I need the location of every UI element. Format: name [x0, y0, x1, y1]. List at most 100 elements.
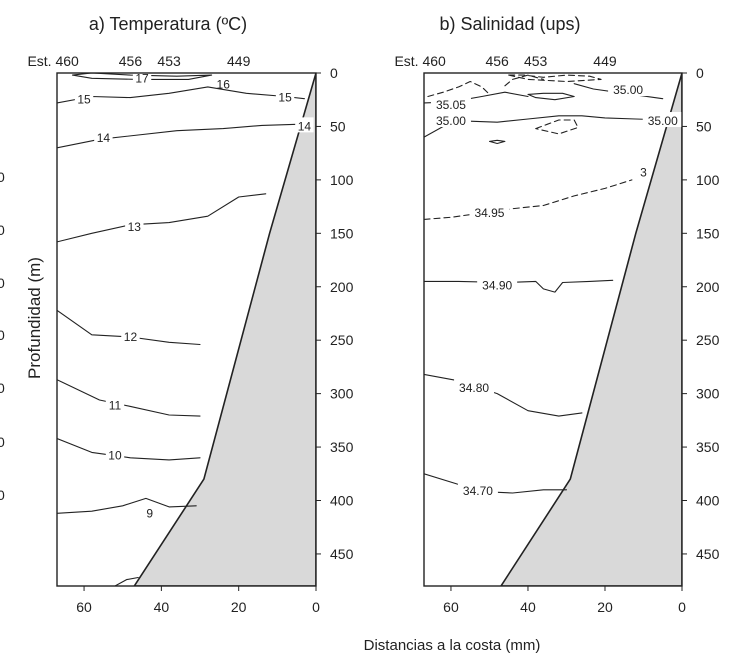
sal-isoline-label-bg	[430, 95, 471, 111]
left-tick-fragment: 0	[0, 169, 5, 185]
depth-tick-label: 200	[330, 279, 354, 295]
sal-isoline-label: 35.00	[436, 114, 466, 128]
salinity-panel: b) Salinidad (ups) Est. 460 456 453 449 35.00…	[394, 14, 719, 615]
temp-isoline	[114, 576, 139, 586]
depth-tick-label: 400	[330, 493, 354, 509]
depth-tick-label: 100	[696, 172, 720, 188]
depth-tick-label: 100	[330, 172, 354, 188]
sal-isoline-label-bg	[642, 112, 682, 128]
temperature-panel: a) Temperatura (ºC) Est. 460 456 453 449 17 16…	[27, 14, 353, 615]
sal-plot-frame	[423, 72, 683, 587]
depth-tick-label: 150	[696, 225, 720, 241]
sal-isoline-label-bg	[457, 481, 498, 497]
depth-tick-label: 150	[330, 225, 354, 241]
depth-tick-label: 350	[696, 439, 720, 455]
left-edge-tick-labels: 0 0 0 0 0 0 0	[0, 169, 5, 503]
depth-tick-label: 50	[696, 118, 712, 134]
temp-isoline	[57, 193, 267, 243]
temp-isoline-label-bg	[214, 75, 233, 91]
temp-isoline-label: 9	[146, 506, 153, 520]
sal-seafloor	[500, 73, 682, 586]
station-label: Est. 460	[394, 53, 446, 69]
temp-isoline-label-bg	[94, 129, 113, 145]
temp-isoline	[57, 437, 201, 461]
temp-isoline	[57, 123, 298, 149]
temp-isoline-label: 14	[97, 131, 111, 145]
sal-isoline-label-bg	[469, 203, 510, 219]
temp-isoline	[57, 86, 305, 104]
sal-isoline-label: 34.70	[463, 484, 493, 498]
sal-isoline	[424, 373, 583, 417]
sal-isoline	[424, 279, 614, 293]
temp-isoline-label-bg	[144, 504, 156, 520]
temp-seafloor	[133, 73, 316, 586]
temp-isoline-label: 12	[124, 330, 138, 344]
temp-plot-frame	[56, 72, 317, 587]
depth-tick-label: 200	[696, 279, 720, 295]
sal-contours: 35.00 35.05 35.00 35.00 34.95 3 34.90 34.80 34.7…	[424, 74, 682, 498]
sal-isoline-label: 3	[640, 165, 647, 179]
sal-panel-title: b) Salinidad (ups)	[439, 14, 580, 34]
station-label: 449	[593, 53, 617, 69]
temp-isoline-label-bg	[121, 327, 140, 343]
temp-isoline	[57, 379, 201, 417]
sal-isoline-label: 35.05	[436, 98, 466, 112]
sal-isoline-label: 34.80	[459, 381, 489, 395]
station-label: 449	[227, 53, 251, 69]
depth-tick-label: 50	[330, 118, 346, 134]
temp-isoline-label: 15	[77, 93, 91, 107]
sal-isoline-label-bg	[637, 163, 650, 179]
depth-tick-label: 350	[330, 439, 354, 455]
x-tick-label: 20	[597, 599, 613, 615]
sal-isoline	[424, 473, 568, 494]
left-tick-fragment: 0	[0, 327, 5, 343]
x-tick-label: 60	[76, 599, 92, 615]
temp-isoline-label-bg	[105, 396, 125, 412]
x-tick-label: 40	[520, 599, 536, 615]
depth-tick-label: 0	[696, 65, 704, 81]
temp-contours: 17 16 15 15 14 14 13 12 11 10 9	[57, 71, 314, 586]
station-label: Est. 460	[27, 53, 79, 69]
sal-isoline-label-bg	[608, 81, 649, 97]
sal-isoline-label-bg	[477, 276, 518, 292]
temp-panel-title: a) Temperatura (ºC)	[89, 14, 247, 34]
sal-isoline-label: 34.95	[474, 206, 504, 220]
depth-tick-label: 250	[330, 332, 354, 348]
temp-isoline-label-bg	[105, 446, 125, 462]
temp-isoline-label-bg	[132, 73, 152, 85]
x-tick-label: 40	[154, 599, 170, 615]
sal-isoline-label: 35.00	[648, 114, 678, 128]
x-tick-label: 60	[443, 599, 459, 615]
sal-isoline-label-bg	[454, 379, 495, 395]
depth-tick-label: 0	[330, 65, 338, 81]
y-axis-title: Profundidad (m)	[25, 257, 44, 379]
depth-tick-label: 300	[330, 386, 354, 402]
sal-isoline	[504, 74, 544, 87]
left-tick-fragment: 0	[0, 275, 5, 291]
station-label: 453	[157, 53, 181, 69]
x-tick-label: 20	[231, 599, 247, 615]
station-label: 453	[524, 53, 548, 69]
temp-isoline-label-bg	[74, 90, 94, 106]
station-label: 456	[119, 53, 143, 69]
sal-isoline	[535, 119, 579, 135]
sal-isoline	[424, 179, 633, 220]
x-axis-title: Distancias a la costa (mm)	[364, 637, 541, 654]
temp-isoline-label-bg	[295, 117, 314, 133]
temp-isoline-label: 10	[108, 449, 122, 463]
depth-tick-label: 250	[696, 332, 720, 348]
left-tick-fragment: 0	[0, 222, 5, 238]
sal-isoline	[488, 139, 506, 145]
temp-isoline-label-bg	[125, 217, 144, 233]
depth-tick-label: 450	[696, 546, 720, 562]
depth-tick-label: 300	[696, 386, 720, 402]
temp-isoline-label: 14	[298, 119, 312, 133]
temp-isoline-label: 11	[109, 398, 122, 412]
left-tick-fragment: 0	[0, 487, 5, 503]
x-tick-label: 0	[312, 599, 320, 615]
temp-isoline-label: 15	[278, 91, 292, 105]
temp-isoline-label: 17	[135, 71, 149, 85]
sal-isoline-label: 34.90	[482, 279, 512, 293]
station-label: 456	[485, 53, 509, 69]
